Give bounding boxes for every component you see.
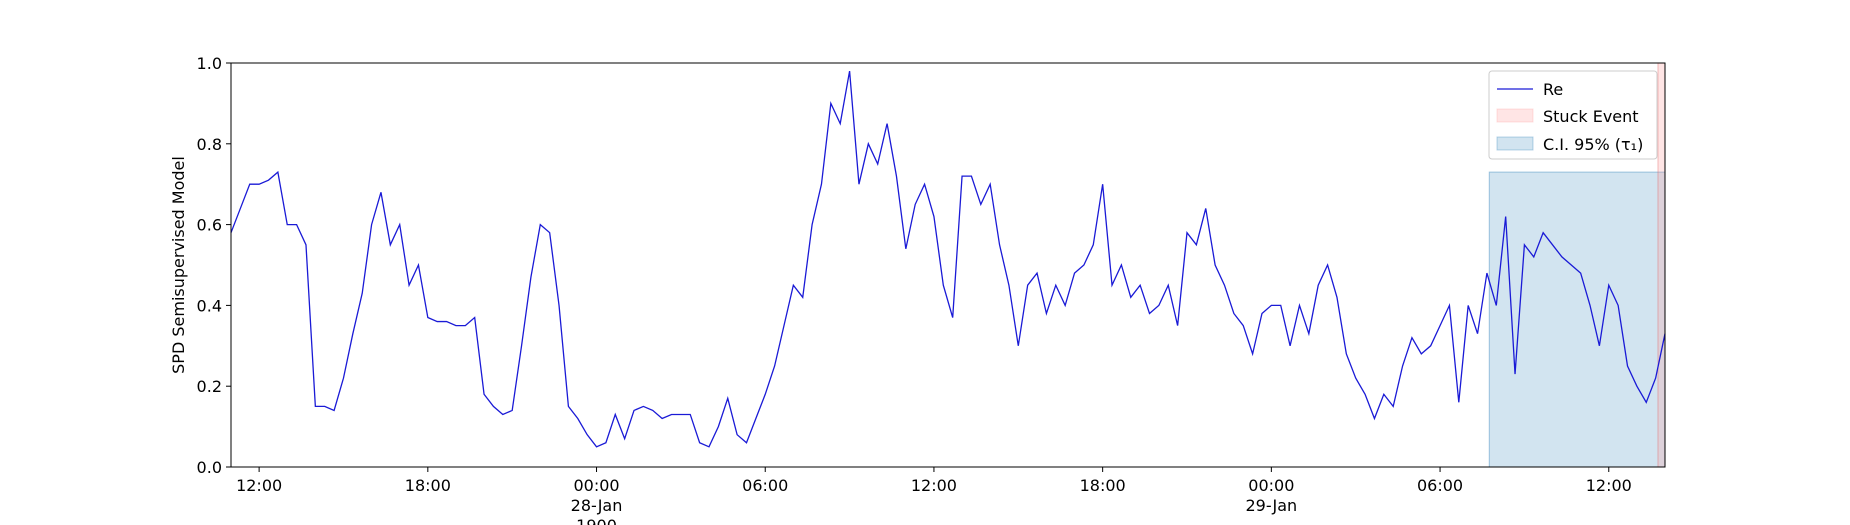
x-tick-label: 12:00 xyxy=(236,476,282,495)
data-line xyxy=(230,70,1666,448)
plot-frame xyxy=(230,62,1666,468)
span xyxy=(1488,171,1666,468)
y-tick-label: 0.0 xyxy=(197,458,222,477)
x-tick-label: 18:00 xyxy=(1080,476,1126,495)
legend-label: Re xyxy=(1543,80,1563,99)
y-tick-label: 0.6 xyxy=(197,216,222,235)
x-tick-label: 00:00 29-Jan xyxy=(1246,476,1298,515)
y-tick-label: 0.2 xyxy=(197,377,222,396)
x-tick-label: 06:00 xyxy=(742,476,788,495)
legend-swatch xyxy=(1496,108,1534,123)
span xyxy=(1657,62,1666,468)
x-tick-label: 18:00 xyxy=(405,476,451,495)
legend-box xyxy=(1488,70,1658,160)
x-tick-label: 06:00 xyxy=(1417,476,1463,495)
y-axis-label: SPD Semisupervised Model xyxy=(169,156,188,374)
legend-label: C.I. 95% (τ₁) xyxy=(1543,135,1643,154)
x-tick-label: 12:00 xyxy=(1586,476,1632,495)
x-tick-label: 12:00 xyxy=(911,476,957,495)
y-tick-label: 0.8 xyxy=(197,135,222,154)
y-tick-label: 1.0 xyxy=(197,54,222,73)
legend-label: Stuck Event xyxy=(1543,107,1639,126)
legend-swatch xyxy=(1496,136,1534,151)
y-tick-label: 0.4 xyxy=(197,296,222,315)
